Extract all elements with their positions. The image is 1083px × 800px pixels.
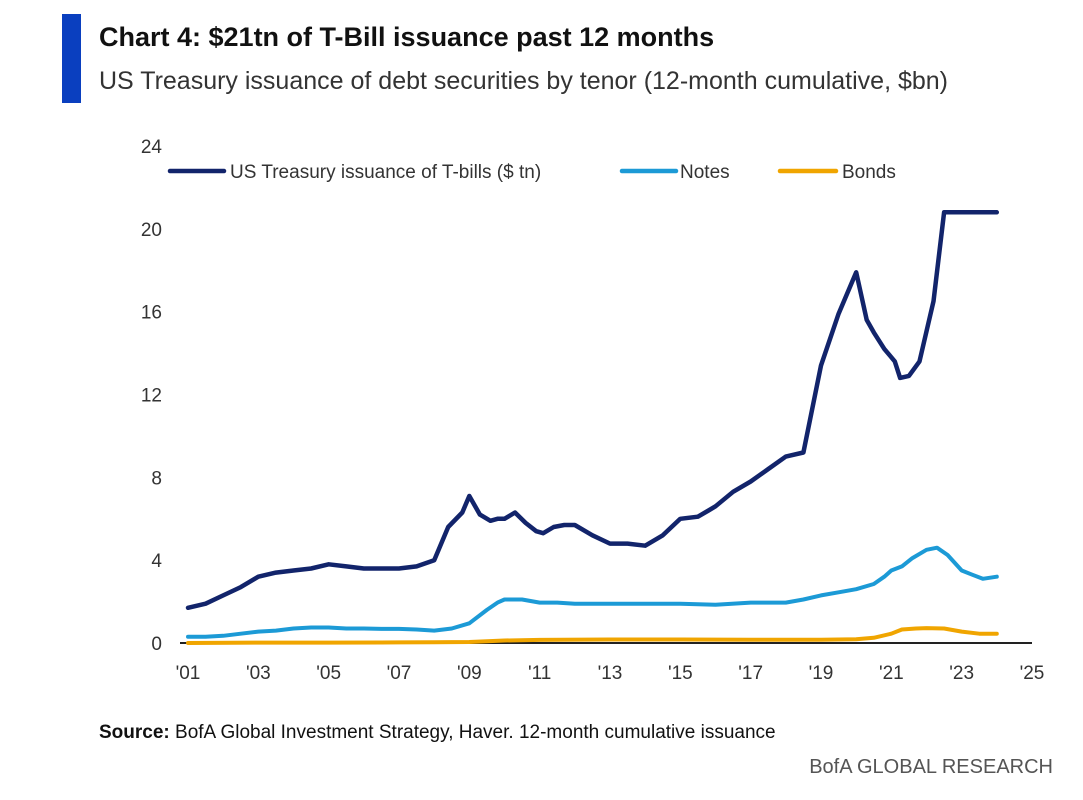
- source-label: Source:: [99, 722, 170, 743]
- source-note: Source: BofA Global Investment Strategy,…: [99, 722, 776, 744]
- x-tick-label: '11: [528, 663, 551, 684]
- x-axis-ticks: '01 '03 '05 '07 '09 '11 '13 '15 '17 '19 '21 '23 '25: [176, 663, 1045, 684]
- series-line-notes: [186, 545, 999, 639]
- brand-label: BofA GLOBAL RESEARCH: [809, 756, 1053, 778]
- x-tick-label: '01: [176, 663, 201, 684]
- series-line-t-bills: [185, 210, 1000, 611]
- x-tick-label: '09: [457, 663, 482, 684]
- x-tick-label: '17: [738, 663, 763, 684]
- x-tick-label: '05: [316, 663, 341, 684]
- y-tick-label: 4: [151, 551, 162, 572]
- legend-label: US Treasury issuance of T-bills ($ tn): [230, 162, 541, 183]
- legend-label: Notes: [680, 162, 730, 183]
- legend-label: Bonds: [842, 162, 896, 183]
- chart-subtitle: US Treasury issuance of debt securities …: [99, 67, 949, 95]
- x-tick-label: '25: [1020, 663, 1045, 684]
- y-tick-label: 12: [141, 386, 162, 407]
- title-accent-bar: [62, 14, 81, 103]
- chart-legend: US Treasury issuance of T-bills ($ tn) No…: [167, 162, 896, 183]
- series-line-bonds: [186, 626, 999, 645]
- x-tick-label: '21: [879, 663, 904, 684]
- x-tick-label: '19: [809, 663, 834, 684]
- x-tick-label: '15: [668, 663, 693, 684]
- y-tick-label: 20: [141, 220, 162, 241]
- y-tick-label: 8: [151, 468, 162, 489]
- x-tick-label: '03: [246, 663, 271, 684]
- y-tick-label: 16: [141, 303, 162, 324]
- y-tick-label: 0: [151, 634, 162, 655]
- y-axis-ticks: 0 4 8 12 16 20 24: [141, 137, 163, 655]
- y-tick-label: 24: [141, 137, 163, 158]
- x-tick-label: '23: [949, 663, 974, 684]
- series-lines: [185, 210, 1000, 645]
- source-text: BofA Global Investment Strategy, Haver. …: [175, 722, 776, 743]
- chart-title: Chart 4: $21tn of T-Bill issuance past 1…: [99, 22, 715, 52]
- x-tick-label: '07: [387, 663, 412, 684]
- x-tick-label: '13: [598, 663, 623, 684]
